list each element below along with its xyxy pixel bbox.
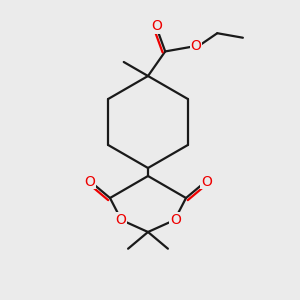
Text: O: O <box>84 175 95 189</box>
Text: O: O <box>190 39 201 53</box>
Text: O: O <box>151 19 162 33</box>
Text: O: O <box>170 213 181 227</box>
Text: O: O <box>201 175 212 189</box>
Text: O: O <box>115 213 126 227</box>
